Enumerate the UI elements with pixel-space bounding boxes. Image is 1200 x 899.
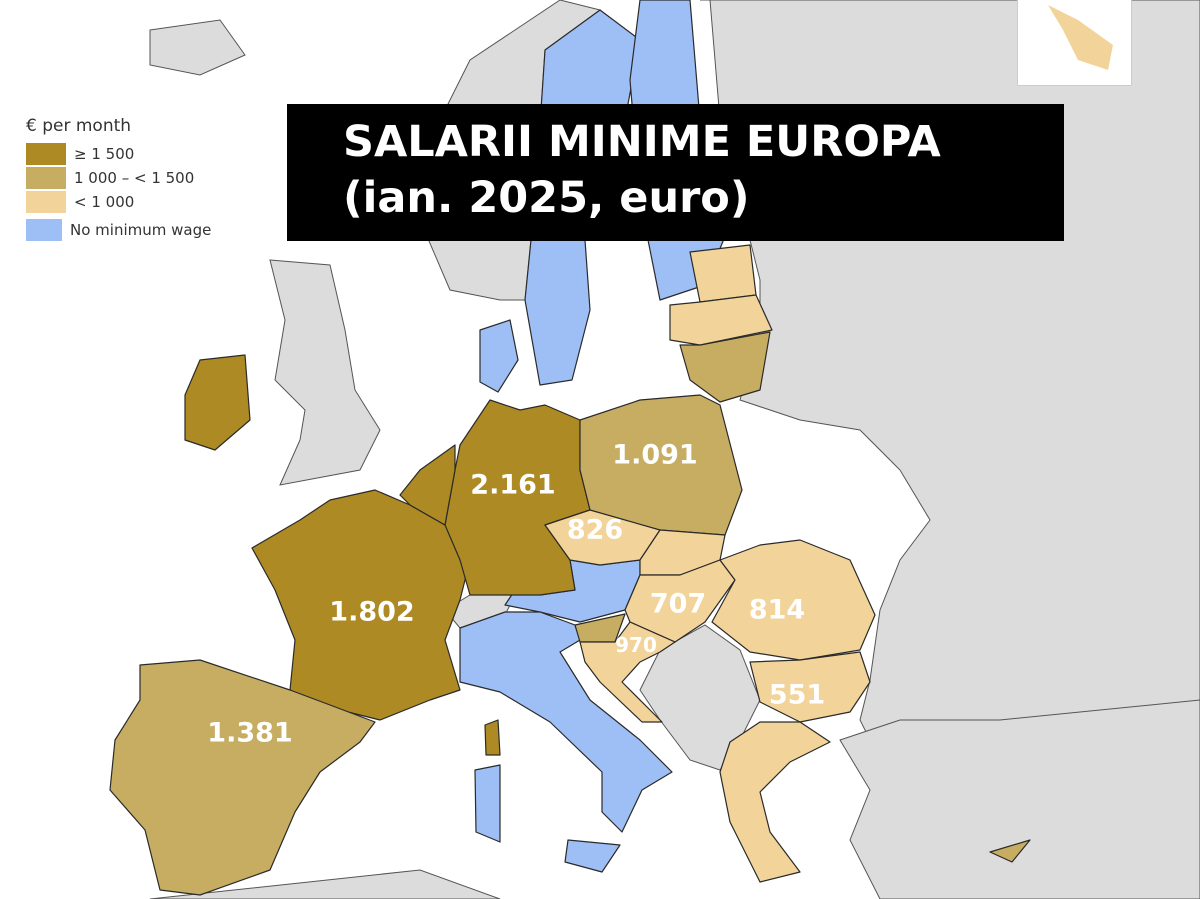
legend-item-high: ≥ 1 500 (26, 142, 211, 166)
legend-item-low: < 1 000 (26, 190, 211, 214)
malta-inset (1017, 0, 1132, 86)
region-turkey (839, 699, 1200, 899)
legend: € per month ≥ 1 500 1 000 – < 1 500 < 1 … (26, 116, 211, 242)
label-germany: 2.161 (470, 469, 556, 501)
legend-swatch (26, 191, 66, 213)
legend-label: No minimum wage (70, 221, 212, 239)
region-estonia (689, 244, 757, 303)
legend-item-mid: 1 000 – < 1 500 (26, 166, 211, 190)
region-croatia (579, 621, 676, 723)
region-north-africa (149, 869, 501, 899)
region-sardinia (474, 764, 501, 843)
region-italy (459, 611, 673, 833)
region-uk (269, 259, 381, 486)
region-denmark (479, 319, 519, 393)
label-hungary: 707 (649, 588, 707, 620)
region-ireland (184, 354, 251, 451)
label-france: 1.802 (329, 596, 415, 628)
title-line-1: SALARII MINIME EUROPA (343, 117, 941, 167)
region-latvia (669, 294, 773, 346)
label-croatia: 970 (615, 633, 657, 657)
label-poland: 1.091 (612, 439, 698, 471)
label-romania: 814 (748, 594, 806, 626)
legend-label: 1 000 – < 1 500 (74, 169, 195, 187)
title-box: SALARII MINIME EUROPA (ian. 2025, euro) (287, 104, 1064, 241)
region-france (251, 489, 471, 721)
legend-swatch (26, 167, 66, 189)
legend-item-none: No minimum wage (26, 218, 211, 242)
title-line-2: (ian. 2025, euro) (343, 173, 750, 223)
label-czechia: 826 (566, 514, 624, 546)
legend-swatch (26, 143, 66, 165)
legend-swatch (26, 219, 62, 241)
region-benelux (399, 444, 456, 526)
legend-title: € per month (26, 116, 132, 136)
region-iceland (149, 19, 246, 76)
region-greece (719, 721, 831, 883)
legend-label: < 1 000 (74, 193, 135, 211)
legend-label: ≥ 1 500 (74, 145, 135, 163)
malta-shape (1048, 5, 1113, 70)
label-spain: 1.381 (207, 717, 293, 749)
region-iberia (109, 659, 376, 896)
region-cyprus (989, 839, 1031, 863)
region-romania (711, 539, 876, 661)
label-bulgaria: 551 (768, 679, 826, 711)
region-corsica (484, 719, 501, 756)
region-bulgaria (749, 651, 871, 723)
region-sicily (564, 839, 621, 873)
